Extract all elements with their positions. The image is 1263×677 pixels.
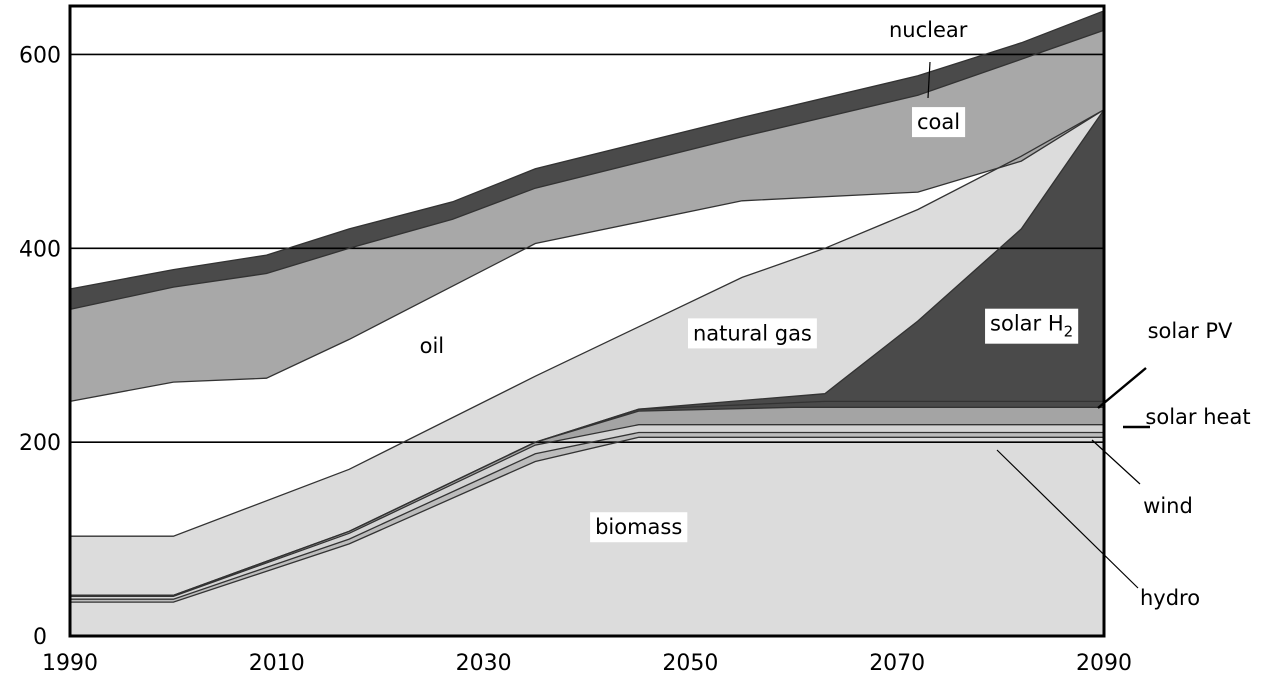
series-labels: biomass hydro wind solar heat solar PV solar … [420,15,1251,610]
x-tick-2070: 2070 [869,651,925,676]
label-text-nuclear: nuclear [889,18,968,42]
area-solar-h [70,109,1104,596]
leader-wind [1091,439,1141,485]
x-tick-1990: 1990 [42,651,98,676]
boundary-oil [69,109,1105,403]
boundary-coal [69,29,1105,311]
x-tick-2010: 2010 [249,651,305,676]
boundary-solar-h [70,109,1105,596]
area-nuclear [70,10,1104,310]
label-text-natural-gas: natural gas [693,321,812,345]
label-biomass: biomass [590,512,688,543]
label-box-natural-gas [688,318,817,349]
axis-ticks: 0 200 400 600 1990 2010 2030 2050 2070 2090 [19,43,1132,676]
boundary-natural-gas [70,109,1105,537]
area-natural-gas [70,109,1104,596]
boundary-biomass [70,436,1104,603]
leader-hydro [996,449,1139,589]
label-natural-gas: natural gas [688,318,817,349]
boundary-nuclear [69,10,1105,290]
leader-lines [927,61,1150,589]
label-text-hydro: hydro [1140,586,1200,610]
label-solar-heat: solar heat [1145,405,1250,429]
x-tick-2030: 2030 [456,651,512,676]
y-tick-400: 400 [19,237,61,262]
area-coal [70,30,1104,402]
label-box-coal [912,107,966,138]
label-nuclear: nuclear [884,15,973,46]
series-boundaries [69,10,1105,603]
y-tick-200: 200 [19,431,61,456]
x-tick-2050: 2050 [662,651,718,676]
label-box-solar-h [985,308,1079,344]
label-box-biomass [590,512,688,543]
label-text-solar-heat: solar heat [1145,405,1250,429]
x-tick-2090: 2090 [1076,651,1132,676]
label-hydro: hydro [1140,586,1200,610]
area-oil [70,109,1104,537]
label-solar-h: solar H2 [985,308,1079,344]
y-tick-600: 600 [19,43,61,68]
label-coal: coal [912,107,966,138]
leader-nuclear [927,61,931,99]
label-text-wind: wind [1143,494,1193,518]
plot-frame [68,4,1106,638]
area-biomass [70,437,1104,636]
label-text-solar-h: solar H2 [990,312,1073,341]
boundary-hydro [70,431,1104,600]
label-text-solar-pv: solar PV [1148,319,1233,343]
boundary-wind [70,424,1104,597]
label-wind: wind [1143,494,1193,518]
label-text-oil: oil [420,334,445,358]
label-oil: oil [420,334,445,358]
y-tick-0: 0 [33,625,47,650]
area-series-group [70,10,1104,636]
label-text-coal: coal [917,110,960,134]
label-box-nuclear [884,15,973,46]
label-text-biomass: biomass [595,515,682,539]
leader-solar-pv [1097,367,1147,409]
label-solar-pv: solar PV [1148,319,1233,343]
gridlines [70,53,1104,443]
